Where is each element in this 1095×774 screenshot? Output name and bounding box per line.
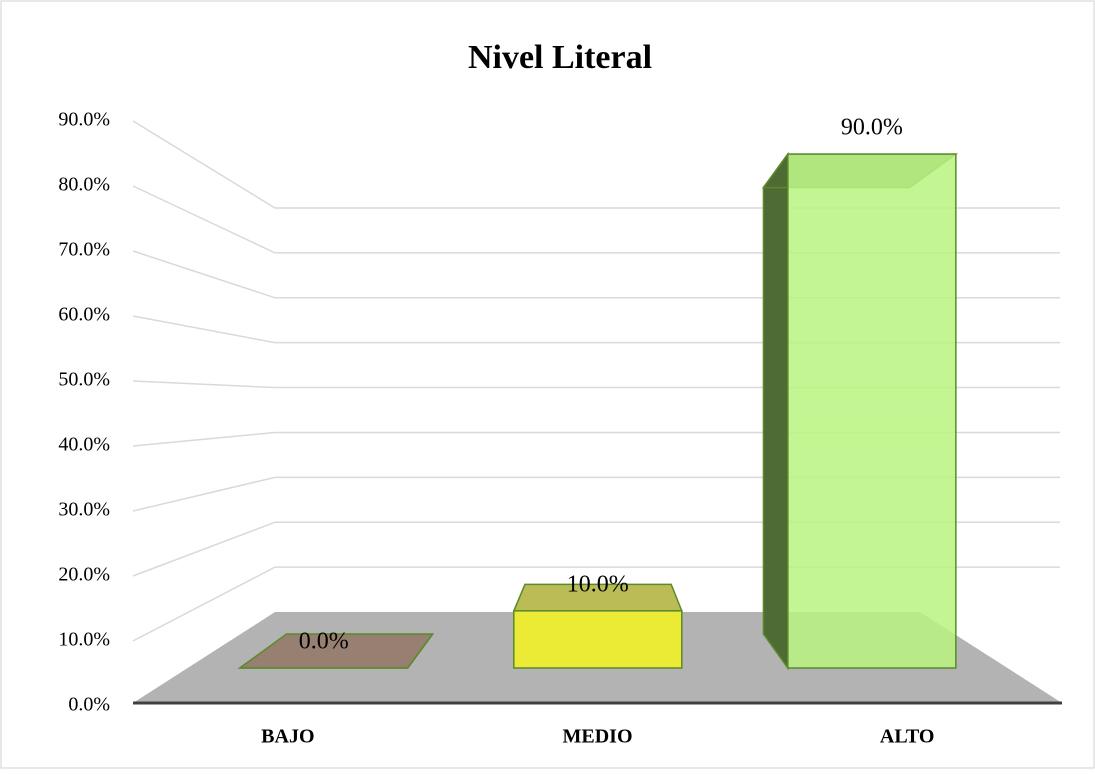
y-tick-label: 10.0% <box>58 629 110 651</box>
y-tick-label: 20.0% <box>58 564 110 586</box>
bar-front <box>513 610 683 669</box>
y-tick-label: 50.0% <box>58 369 110 391</box>
chart-title: Nivel Literal <box>468 39 652 76</box>
x-tick-label: BAJO <box>261 726 314 748</box>
y-tick-label: 90.0% <box>58 109 110 131</box>
y-tick-label: 30.0% <box>58 499 110 521</box>
y-tick-label: 60.0% <box>58 304 110 326</box>
data-label: 90.0% <box>841 115 903 141</box>
y-tick-label: 70.0% <box>58 239 110 261</box>
bar <box>237 633 435 669</box>
data-label: 10.0% <box>567 571 629 597</box>
x-tick-label: MEDIO <box>563 726 633 748</box>
data-label: 0.0% <box>299 629 349 655</box>
bar <box>512 583 683 669</box>
bar-side <box>762 151 789 671</box>
y-tick-label: 40.0% <box>58 434 110 456</box>
y-tick-label: 0.0% <box>68 694 110 716</box>
x-tick-label: ALTO <box>880 726 934 748</box>
y-tick-label: 80.0% <box>58 174 110 196</box>
bar <box>761 151 959 671</box>
bar-front <box>787 153 957 669</box>
